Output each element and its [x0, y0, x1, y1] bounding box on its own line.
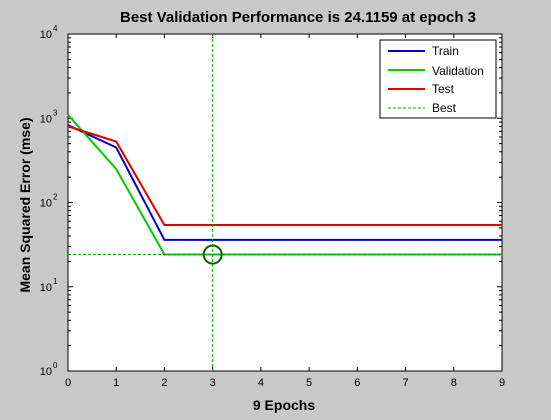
y-axis-label: Mean Squared Error (mse): [17, 117, 33, 292]
x-tick-label: 8: [451, 377, 457, 389]
x-tick-label: 1: [113, 377, 119, 389]
x-tick-label: 5: [306, 377, 312, 389]
y-tick-exponent: 4: [53, 24, 58, 33]
x-axis-label: 9 Epochs: [253, 397, 315, 413]
chart-title: Best Validation Performance is 24.1159 a…: [120, 9, 476, 26]
y-tick-label: 10: [40, 198, 52, 210]
x-tick-label: 6: [354, 377, 360, 389]
x-tick-label: 3: [210, 377, 216, 389]
series-line-test: [67, 125, 502, 226]
y-tick-label: 10: [40, 366, 52, 378]
best-markers: [68, 34, 502, 371]
y-tick-label: 10: [40, 113, 52, 125]
series-line-train: [67, 124, 502, 241]
y-tick-exponent: 3: [53, 108, 58, 117]
legend-label-best: Best: [432, 101, 457, 115]
x-tick-label: 4: [258, 377, 264, 389]
y-tick-label: 10: [40, 282, 52, 294]
y-tick-exponent: 0: [53, 361, 58, 370]
legend: Train Validation Test Best: [379, 39, 497, 119]
x-tick-label: 0: [65, 377, 71, 389]
x-tick-label: 9: [499, 377, 505, 389]
x-tick-label: 2: [161, 377, 167, 389]
legend-label-validation: Validation: [432, 64, 484, 78]
legend-label-train: Train: [432, 44, 459, 58]
y-tick-exponent: 2: [53, 193, 58, 202]
x-tick-label: 7: [402, 377, 408, 389]
y-tick-label: 10: [40, 29, 52, 41]
legend-label-test: Test: [432, 82, 455, 96]
legend-box: [379, 39, 497, 119]
best-point-marker: [202, 244, 223, 265]
y-tick-exponent: 1: [53, 277, 58, 286]
